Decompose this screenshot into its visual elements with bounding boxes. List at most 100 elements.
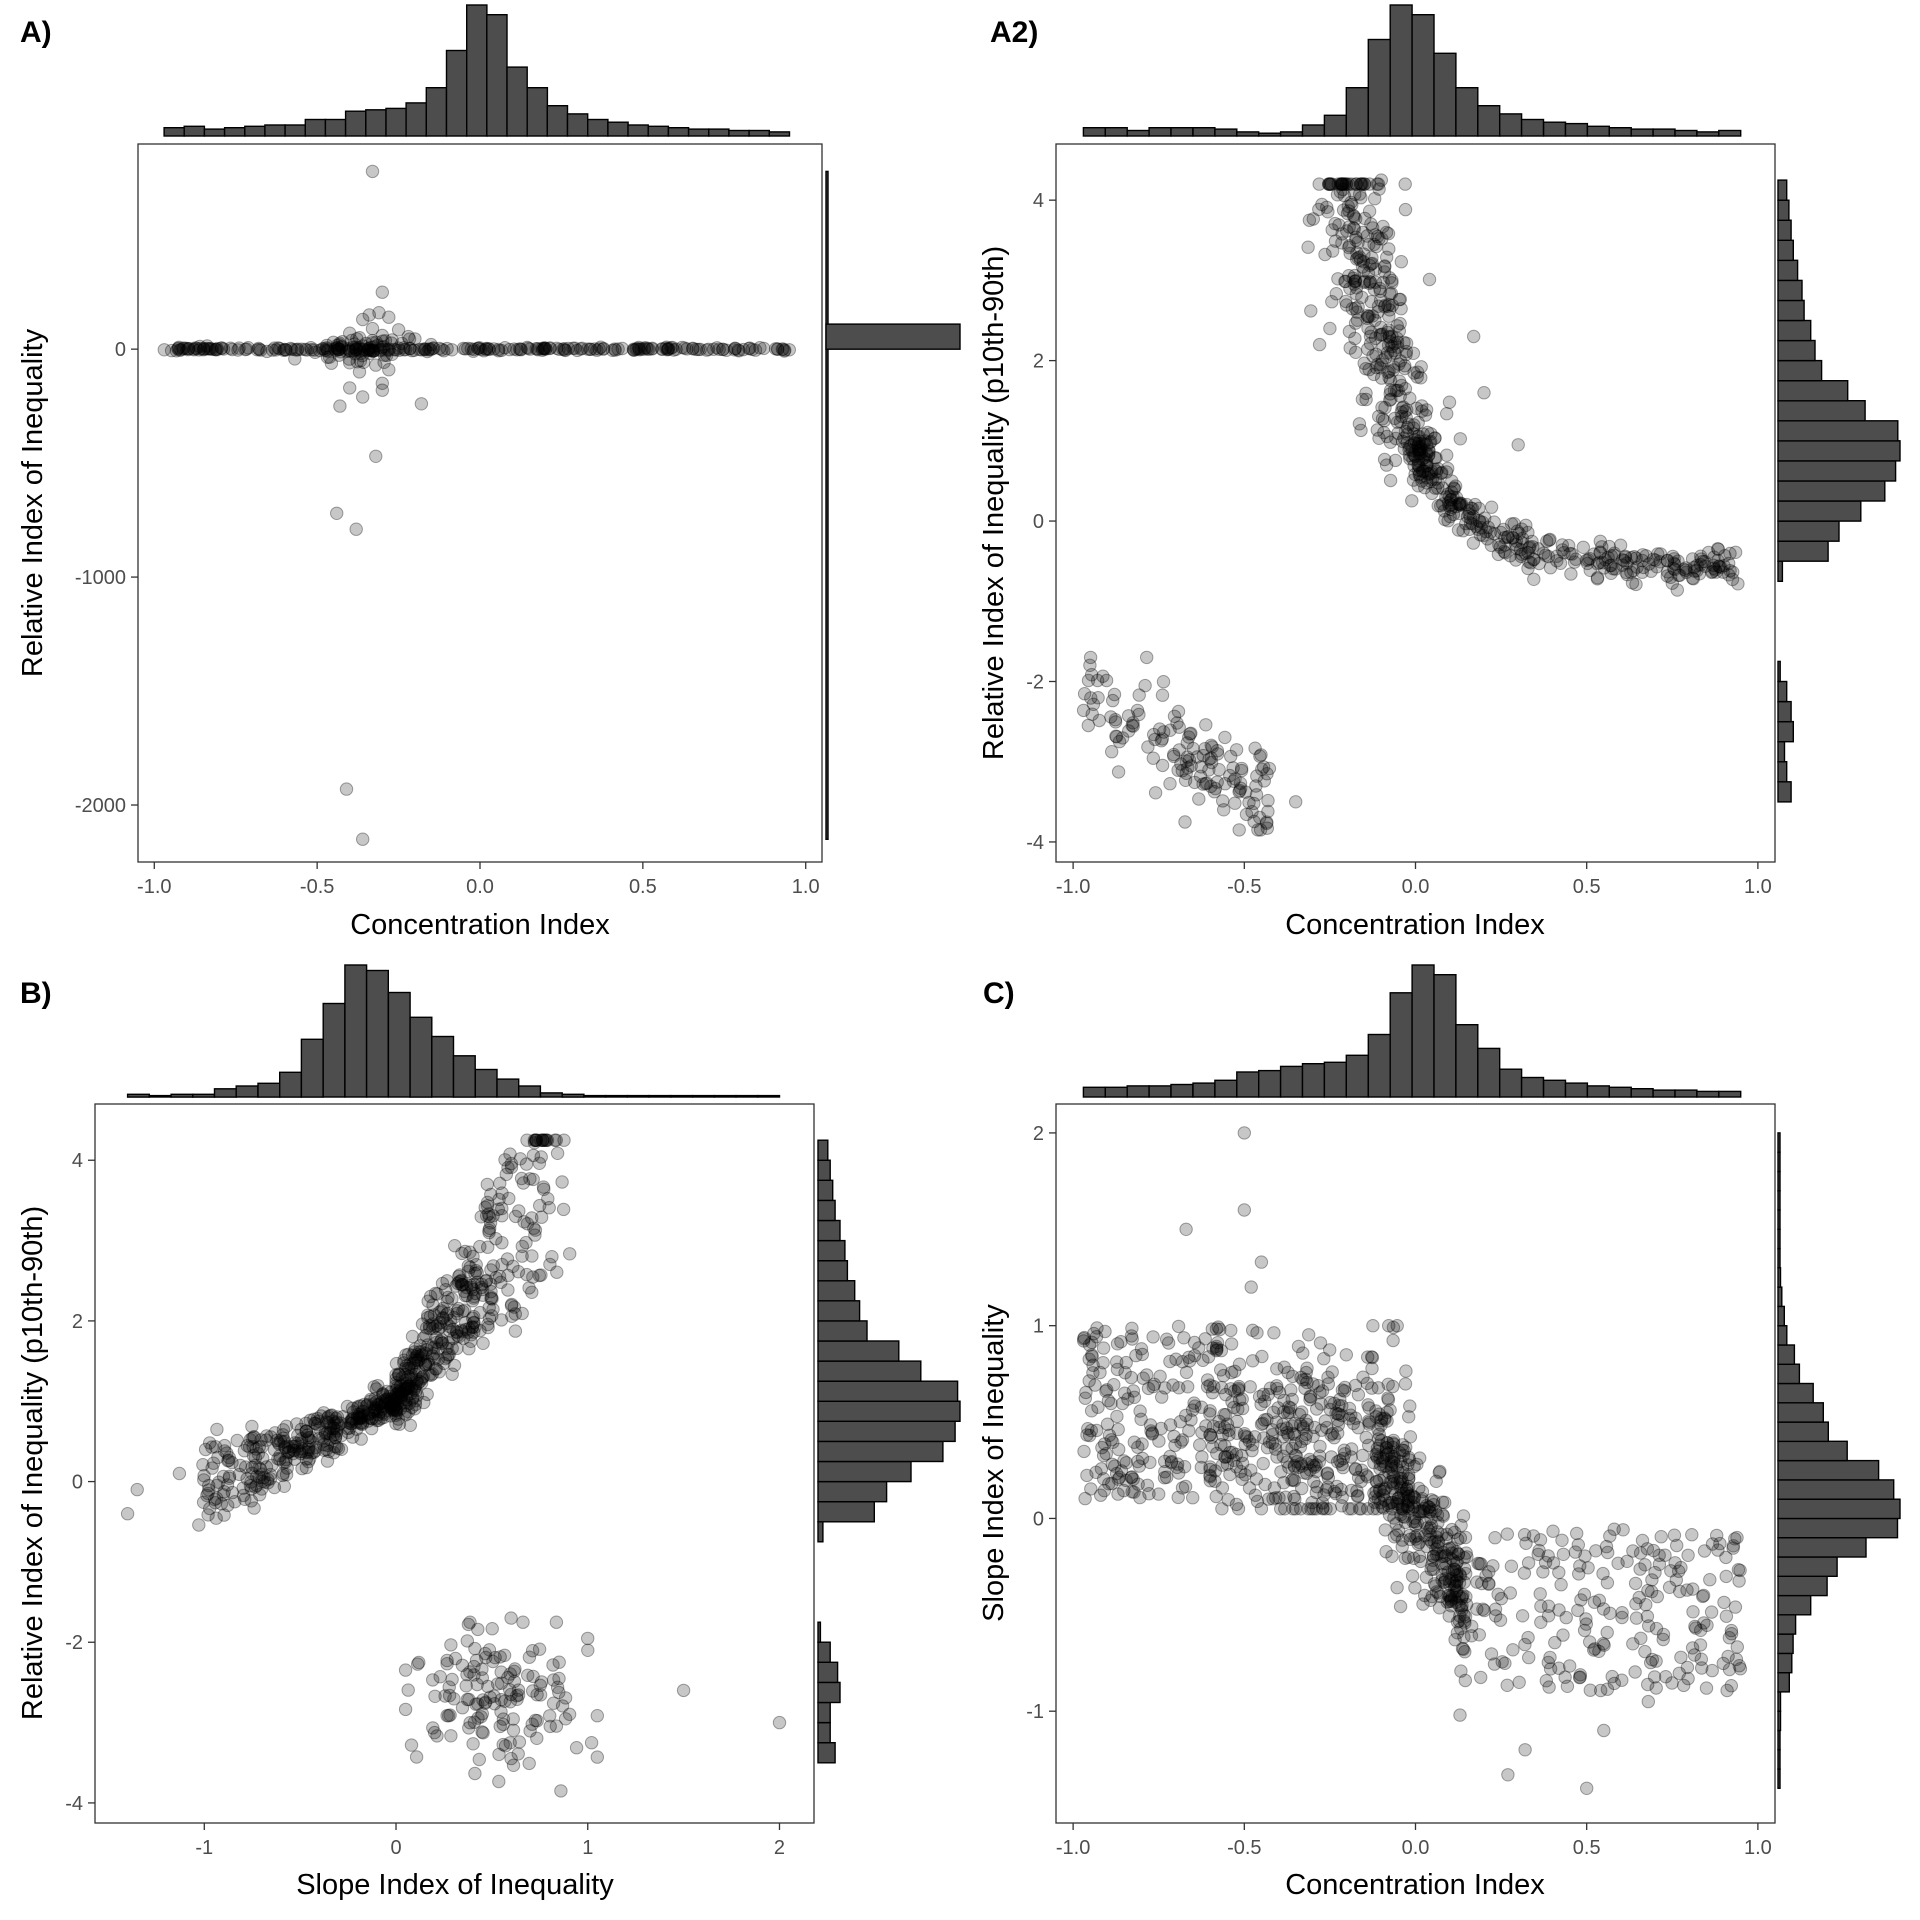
panel-a2-point [1084,691,1098,705]
panel-c-point [1719,1569,1733,1584]
panel-b-right-histogram-bar [817,1279,856,1302]
panel-a-point [745,342,759,357]
panel-c-point [1541,1609,1556,1623]
panel-c-point [1640,1542,1655,1556]
panel-c-point [1245,1443,1259,1458]
panel-a2-point [1376,219,1390,234]
panel-a2-point [1167,747,1181,762]
panel-a2-point [1567,555,1582,569]
panel-a-point [350,342,364,356]
panel-a-point [354,346,368,361]
panel-a2-point [1694,552,1708,566]
panel-a-point [361,342,376,356]
panel-a2-point [1403,452,1417,466]
panel-b-right-histogram-bar [817,1480,888,1503]
panel-a2-point [1378,259,1392,273]
panel-a2-point [1361,342,1375,356]
panel-a2-point [1615,553,1630,567]
panel-a2-point [1660,553,1675,568]
panel-a2-point [1223,768,1237,783]
panel-a2-point [1664,570,1678,584]
panel-a2-point [1469,519,1483,534]
panel-c-right-histogram-bar [1777,1247,1781,1269]
panel-a-point [384,336,399,350]
panel-a2-x-axis-title: Concentration Index [1285,909,1545,941]
panel-c-point [1232,1393,1247,1407]
panel-a2-point [1130,703,1145,718]
panel-a-point [197,342,211,356]
panel-c-point [1390,1580,1404,1595]
panel-a-point [535,343,550,357]
panel-a2-point [1604,549,1619,563]
panel-a-point [531,342,545,356]
panel-a2-point [1636,560,1651,575]
panel-a2-point [1208,781,1223,796]
panel-b-top-histogram-bar [192,1093,216,1098]
panel-b-top-histogram-bar [648,1094,672,1098]
panel-c-point [1248,1488,1263,1502]
panel-a2-point [1232,823,1246,837]
panel-a-point [523,342,537,356]
panel-a-point [597,341,611,356]
panel-a2-point [1425,486,1439,501]
panel-a2-point [1402,442,1416,457]
panel-a2-point [1338,274,1352,289]
panel-b-right-histogram-bar [817,1239,846,1262]
panel-a2-point [1592,555,1607,570]
panel-b-top-histogram-bar [387,991,411,1098]
panel-a-point [278,343,293,357]
panel-b-point [423,1309,438,1324]
panel-a-point [710,341,724,355]
panel-b-right-histogram-bar [817,1621,822,1643]
panel-a-top-histogram [163,4,791,137]
panel-a-point [456,341,471,356]
panel-c-point [1265,1436,1280,1450]
panel-a2-point [1356,255,1371,269]
panel-a2-point [1624,551,1639,565]
panel-a2-x-tick-label: -1.0 [1056,876,1090,898]
panel-a2-point [1091,691,1105,705]
panel-c-point [1270,1381,1284,1396]
panel-a2-point [1416,464,1430,479]
panel-b-point [527,1221,541,1235]
panel-c-point [1644,1655,1658,1670]
panel-a-point [507,342,521,356]
panel-a2-point [1723,564,1737,578]
panel-a-point [472,341,487,355]
panel-a2-point [1335,177,1349,191]
panel-c-point [1294,1502,1308,1516]
panel-a-point [776,342,790,356]
panel-c-point [1700,1618,1714,1633]
panel-c-point [1171,1319,1186,1334]
panel-a-point [232,341,246,355]
panel-a-point [342,344,356,358]
panel-c-right-histogram [1777,1132,1901,1789]
panel-a2-point [1711,542,1726,556]
panel-c-point [1410,1516,1424,1531]
panel-c-x-tick-label: 0.5 [1573,1837,1601,1859]
panel-b-right-histogram-bar [817,1340,900,1362]
panel-c-point [1231,1381,1246,1396]
panel-a2-point [1472,501,1486,516]
panel-a2-y-tick-label: 0 [1033,511,1044,533]
panel-b-point [534,1268,548,1282]
panel-a2-point [1635,553,1649,568]
panel-a-y-tick-label: 0 [115,339,126,361]
panel-a2-right-histogram-bar [1777,480,1886,502]
panel-a2-point [1384,335,1398,349]
panel-c-right-histogram-bar [1777,1189,1781,1211]
panel-c-point [1104,1396,1118,1411]
panel-c-point [1356,1448,1370,1463]
panel-a2-point [1453,498,1467,512]
panel-a2-point [1434,466,1448,481]
panel-a2-point [1653,555,1667,569]
panel-a-top-histogram-bar [284,124,307,137]
panel-b-point [526,1669,540,1684]
panel-a2-point [1685,571,1700,585]
panel-a2-top-histogram-bar [1520,118,1545,137]
panel-a-top-histogram-bar [667,126,690,137]
panel-a2-point [1379,225,1394,240]
panel-a-point [345,333,359,348]
panel-a-point [321,343,335,357]
panel-c-y-tick-label: 1 [1033,1316,1044,1338]
